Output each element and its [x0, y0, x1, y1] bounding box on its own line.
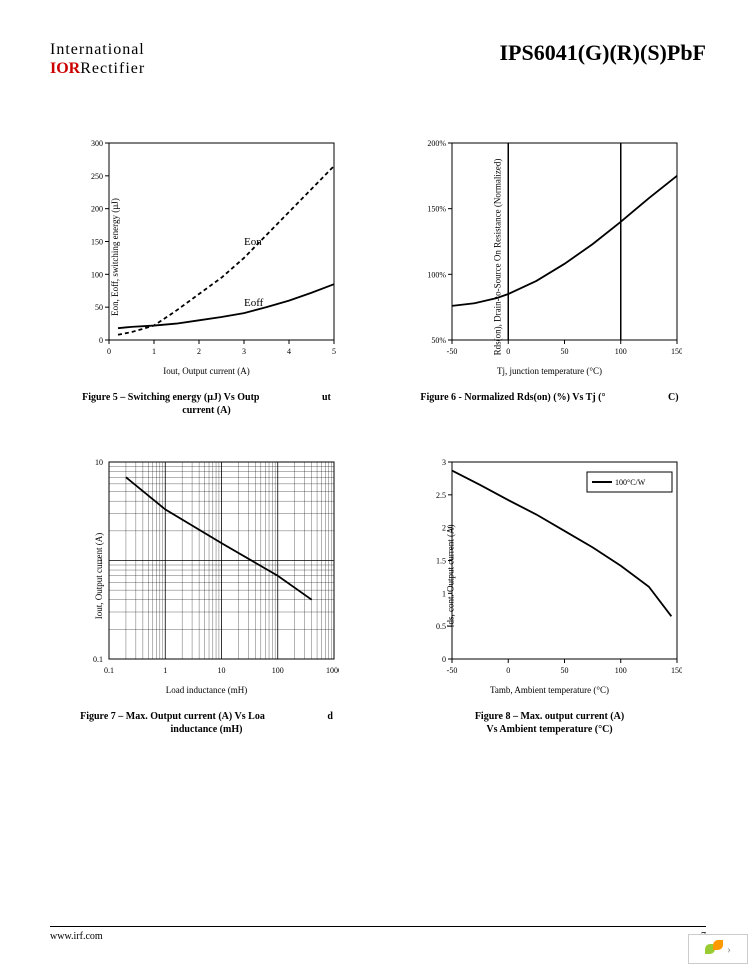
- svg-text:50: 50: [95, 304, 103, 313]
- svg-text:3: 3: [242, 347, 246, 356]
- fig8-ylabel: Ids, cont. Output current (A): [445, 525, 455, 628]
- logo-rect: Rectifier: [80, 60, 145, 77]
- svg-text:0: 0: [99, 336, 103, 345]
- datasheet-page: International IORRectifier IPS6041(G)(R)…: [0, 0, 756, 776]
- logo-ior: IOR: [50, 60, 80, 77]
- svg-text:100: 100: [615, 666, 627, 675]
- fig5-cap-suf: ut: [322, 392, 331, 403]
- fig6-xlabel: Tj, junction temperature (°C): [417, 366, 682, 376]
- svg-text:150: 150: [671, 347, 682, 356]
- fig7-ylabel: Iout, Output current (A): [94, 533, 104, 619]
- svg-text:150%: 150%: [427, 205, 446, 214]
- logo-line1: International: [50, 40, 145, 59]
- fig6-ylabel: Rds(on), Drain-to-Source On Resistance (…: [492, 159, 502, 356]
- svg-text:100°C/W: 100°C/W: [615, 478, 646, 487]
- svg-text:50%: 50%: [431, 336, 446, 345]
- page-header: International IORRectifier IPS6041(G)(R)…: [50, 40, 706, 78]
- fig7-xlabel: Load inductance (mH): [74, 685, 339, 695]
- svg-text:-50: -50: [447, 347, 458, 356]
- svg-text:100: 100: [615, 347, 627, 356]
- company-logo: International IORRectifier: [50, 40, 145, 78]
- svg-text:10: 10: [218, 666, 226, 675]
- fig7-caption: Figure 7 – Max. Output current (A) Vs Lo…: [80, 710, 333, 736]
- svg-text:50: 50: [561, 666, 569, 675]
- fig6-cap-suf: C): [668, 392, 679, 403]
- corner-widget[interactable]: ›: [688, 934, 748, 964]
- footer-url: www.irf.com: [50, 931, 103, 942]
- fig7-svg: 0.111010010000.1110: [74, 457, 339, 677]
- svg-text:0: 0: [442, 655, 446, 664]
- fig7-cap-suf: d: [327, 711, 333, 722]
- svg-text:250: 250: [91, 172, 103, 181]
- svg-text:1: 1: [163, 666, 167, 675]
- svg-text:Eoff: Eoff: [244, 297, 264, 309]
- svg-text:100%: 100%: [427, 271, 446, 280]
- svg-text:300: 300: [91, 139, 103, 148]
- fig5-cap-l2: current (A): [182, 405, 230, 416]
- svg-text:100: 100: [272, 666, 284, 675]
- fig7-cap-l2: inductance (mH): [171, 724, 243, 735]
- fig7-plot: Iout, Output current (A) 0.1 1 10 100 1000 0.…: [74, 457, 339, 695]
- svg-text:1000: 1000: [326, 666, 339, 675]
- fig8-xlabel: Tamb, Ambient temperature (°C): [417, 685, 682, 695]
- svg-text:10: 10: [95, 458, 103, 467]
- fig8-caption: Figure 8 – Max. output current (A) Vs Am…: [475, 710, 624, 736]
- svg-text:0: 0: [506, 666, 510, 675]
- fig6-svg: -50 0 50 100 150 50% 100% 150% 200%: [417, 138, 682, 358]
- fig6-cap: Figure 6 - Normalized Rds(on) (%) Vs Tj …: [420, 392, 605, 403]
- fig8-cap-l2: Vs Ambient temperature (°C): [486, 724, 612, 735]
- svg-text:0.1: 0.1: [93, 655, 103, 664]
- svg-text:200%: 200%: [427, 139, 446, 148]
- svg-text:2: 2: [197, 347, 201, 356]
- part-number: IPS6041(G)(R)(S)PbF: [499, 40, 706, 66]
- charts-grid: Eon, Eoff, switching energy (µJ) 0123450…: [50, 138, 706, 736]
- svg-text:0: 0: [107, 347, 111, 356]
- svg-text:150: 150: [91, 238, 103, 247]
- svg-text:4: 4: [287, 347, 291, 356]
- svg-text:2.5: 2.5: [436, 491, 446, 500]
- svg-text:Eon: Eon: [244, 236, 262, 248]
- fig8-cap-l1: Figure 8 – Max. output current (A): [475, 711, 624, 722]
- fig7-cap-l1: Figure 7 – Max. Output current (A) Vs Lo…: [80, 711, 265, 722]
- fig6-plot: Rds(on), Drain-to-Source On Resistance (…: [417, 138, 682, 376]
- fig5-cap-l1: Figure 5 – Switching energy (µJ) Vs Outp: [82, 392, 259, 403]
- svg-text:-50: -50: [447, 666, 458, 675]
- fig5-xlabel: Iout, Output current (A): [74, 366, 339, 376]
- svg-text:1: 1: [152, 347, 156, 356]
- logo-line2-wrap: IORRectifier: [50, 59, 145, 78]
- fig5-caption: Figure 5 – Switching energy (µJ) Vs Outp…: [82, 391, 331, 417]
- figure-8: Ids, cont. Output current (A) -500501001…: [393, 457, 706, 736]
- chevron-right-icon[interactable]: ›: [727, 942, 731, 957]
- svg-text:5: 5: [332, 347, 336, 356]
- svg-text:3: 3: [442, 458, 446, 467]
- page-footer: www.irf.com 7: [50, 926, 706, 942]
- svg-text:200: 200: [91, 205, 103, 214]
- fig5-plot: Eon, Eoff, switching energy (µJ) 0123450…: [74, 138, 339, 376]
- svg-text:50: 50: [561, 347, 569, 356]
- figure-7: Iout, Output current (A) 0.1 1 10 100 1000 0.…: [50, 457, 363, 736]
- fig5-ylabel: Eon, Eoff, switching energy (µJ): [110, 198, 120, 316]
- swirl-icon: [705, 940, 723, 958]
- fig6-caption: Figure 6 - Normalized Rds(on) (%) Vs Tj …: [420, 391, 678, 404]
- figure-6: Rds(on), Drain-to-Source On Resistance (…: [393, 138, 706, 417]
- svg-text:0: 0: [506, 347, 510, 356]
- svg-text:100: 100: [91, 271, 103, 280]
- figure-5: Eon, Eoff, switching energy (µJ) 0123450…: [50, 138, 363, 417]
- fig8-plot: Ids, cont. Output current (A) -500501001…: [417, 457, 682, 695]
- svg-text:150: 150: [671, 666, 682, 675]
- fig8-svg: -5005010015000.511.522.53100°C/W: [417, 457, 682, 677]
- svg-text:0.1: 0.1: [104, 666, 114, 675]
